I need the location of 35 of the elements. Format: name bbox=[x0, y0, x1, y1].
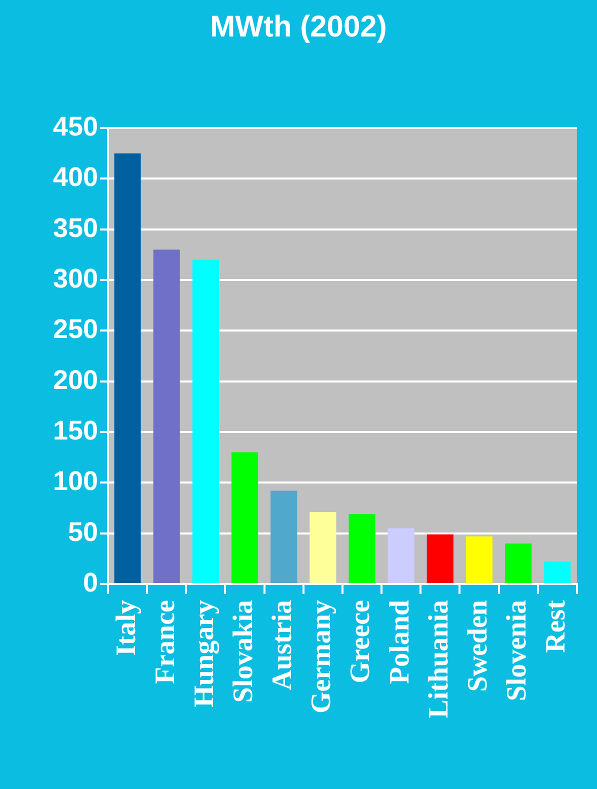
y-tick-label: 50 bbox=[68, 516, 98, 547]
bar bbox=[310, 512, 336, 583]
y-tick-label: 250 bbox=[52, 314, 98, 344]
x-tick-label: Greece bbox=[345, 600, 376, 684]
bar bbox=[466, 536, 493, 583]
y-tick-label: 450 bbox=[52, 111, 98, 142]
bar bbox=[348, 514, 376, 583]
x-tick-label: Slovakia bbox=[228, 600, 260, 703]
x-tick-label: Slovenia bbox=[502, 600, 533, 702]
bar bbox=[388, 528, 414, 583]
bar bbox=[505, 543, 532, 583]
x-tick-label: Hungary bbox=[188, 600, 220, 708]
x-tick-label: Austria bbox=[267, 600, 298, 690]
bar bbox=[231, 452, 258, 583]
x-tick-label: Poland bbox=[384, 600, 416, 684]
y-tick-label: 350 bbox=[52, 212, 98, 243]
bar bbox=[153, 250, 180, 583]
x-tick-label: Italy bbox=[110, 600, 142, 656]
x-tick-label: France bbox=[150, 600, 181, 684]
bar bbox=[192, 260, 219, 583]
y-tick-label: 200 bbox=[52, 364, 98, 395]
x-tick-label: Sweden bbox=[462, 600, 494, 692]
y-tick-label: 150 bbox=[52, 415, 98, 446]
y-tick-label: 400 bbox=[52, 162, 98, 192]
x-tick-label: Germany bbox=[306, 600, 338, 714]
y-tick-label: 100 bbox=[52, 466, 98, 496]
chart-title: MWth (2002) bbox=[210, 10, 387, 44]
bar bbox=[270, 490, 298, 583]
bar bbox=[426, 534, 454, 583]
y-tick-label: 300 bbox=[52, 263, 98, 294]
bar bbox=[544, 562, 571, 583]
bar bbox=[114, 153, 141, 583]
y-tick-label: 0 bbox=[82, 567, 98, 598]
x-tick-label: Lithuania bbox=[423, 600, 454, 718]
x-tick-label: Rest bbox=[540, 599, 572, 653]
